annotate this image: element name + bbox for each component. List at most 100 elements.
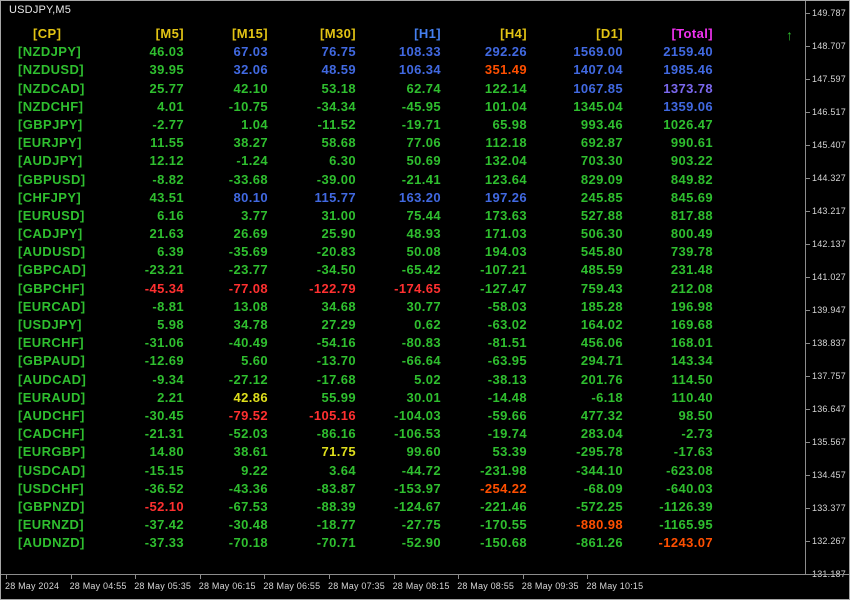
table-row-gbpjpy: [GBPJPY] -2.77 1.04 -11.52 -19.71 65.98 993.46… [11,116,713,134]
cell-m30: -83.87 [316,480,356,496]
time-tick [70,575,72,579]
cell-total: 2159.40 [663,44,713,60]
price-label: 146.517 [812,107,846,117]
cell-total: -17.63 [673,444,713,460]
cell-h4: 292.26 [484,44,527,60]
cell-d1: -880.98 [576,517,623,533]
cell-m15: -40.49 [228,335,268,351]
price-tick [806,46,810,47]
cell-m30: -34.34 [316,98,356,114]
cell-m30: -20.83 [316,244,356,260]
cell-h4: -221.46 [480,498,527,514]
cell-h4: -59.66 [487,407,527,423]
cell-d1: 759.43 [580,280,623,296]
pair-name: [EURAUD] [18,389,86,405]
cell-h1: 30.77 [406,298,441,314]
cell-m30: 71.75 [321,444,356,460]
cell-d1: 245.85 [580,189,623,205]
cell-m15: 34.78 [233,317,268,332]
cell-h4: -150.68 [480,535,527,551]
price-axis[interactable]: 149.787 148.707 147.597 146.517 145.407 144.3… [805,1,849,579]
cell-h1: 5.02 [414,371,441,387]
cell-m15: 38.61 [233,444,268,460]
table-row-audcad: [AUDCAD] -9.34 -27.12 -17.68 5.02 -38.13 201.7… [11,371,713,389]
cell-d1: 692.87 [580,135,623,151]
cell-h1: 48.93 [406,226,441,242]
price-tick [806,541,810,542]
cell-total: 990.61 [670,135,713,151]
cell-d1: 456.06 [580,335,623,351]
cell-total: 143.34 [670,353,713,369]
cell-m5: -52.10 [144,498,184,514]
table-row-eurjpy: [EURJPY] 11.55 38.27 58.68 77.06 112.18 692.87… [11,134,713,152]
pair-name: [GBPUSD] [18,171,86,187]
cell-m15: 26.69 [233,226,268,242]
price-label: 144.327 [812,173,846,183]
cell-h4: 65.98 [492,116,527,132]
cell-total: 1359.06 [663,98,713,114]
price-tick [806,112,810,113]
up-arrow-icon[interactable]: ↑ [786,27,793,43]
cell-h1: 50.69 [406,153,441,169]
cell-h4: -14.48 [487,389,527,405]
table-row-eurnzd: [EURNZD] -37.42 -30.48 -18.77 -27.75 -170.55 -… [11,516,713,534]
time-label: 28 May 08:15 [392,581,450,591]
cell-m15: -27.12 [228,371,268,387]
column-header-m30: [M30] [320,26,356,41]
cell-m30: 76.75 [321,44,356,60]
time-label: 28 May 05:35 [134,581,192,591]
cell-total: -2.73 [681,426,713,442]
cell-m30: 31.00 [321,207,356,223]
price-label: 142.137 [812,239,846,249]
table-row-usdjpy: [USDJPY] 5.98 34.78 27.29 0.62 -63.02 164.02 16… [11,316,713,334]
price-tick [806,310,810,311]
cell-m15: -43.36 [228,480,268,496]
cell-d1: 545.80 [580,244,623,260]
cell-m15: 42.86 [233,389,268,405]
price-tick [806,442,810,443]
column-header-d1: [D1] [596,26,623,41]
price-tick [806,79,810,80]
cell-h4: 197.26 [484,189,527,205]
cell-total: 98.50 [678,407,713,423]
price-label: 148.707 [812,41,846,51]
table-row-nzdchf: [NZDCHF] 4.01 -10.75 -34.34 -45.95 101.04 1345… [11,98,713,116]
time-axis[interactable]: 28 May 2024 28 May 04:55 28 May 05:35 28 Ma… [1,574,849,599]
price-label: 132.267 [812,536,846,546]
price-label: 141.027 [812,272,846,282]
pair-name: [NZDJPY] [18,44,82,60]
cell-m5: -45.34 [144,280,184,296]
pair-name: [EURJPY] [18,135,82,151]
cell-d1: 703.30 [580,153,623,169]
cell-h4: -63.02 [487,317,527,332]
cell-h4: -19.74 [487,426,527,442]
currency-strength-table: [CP] [M5] [M15] [M30] [H1] [H4] [D1] [Total] [N… [11,25,713,552]
cell-h4: -127.47 [480,280,527,296]
pair-name: [AUDUSD] [18,244,86,260]
cell-h1: -44.72 [401,462,441,478]
cell-m15: -70.18 [228,535,268,551]
cell-d1: 283.04 [580,426,623,442]
price-tick [806,508,810,509]
cell-d1: 1407.04 [573,62,623,78]
cell-h1: -80.83 [401,335,441,351]
cell-m5: 2.21 [157,389,184,405]
cell-d1: -861.26 [576,535,623,551]
chart-area[interactable]: USDJPY,M5 [CP] [M5] [M15] [M30] [H1] [H4] [D1]… [1,1,805,574]
time-tick [329,575,330,579]
pair-name: [USDCAD] [18,462,86,478]
cell-m30: 25.90 [321,226,356,242]
cell-h4: -81.51 [487,335,527,351]
cell-h4: 194.03 [484,244,527,260]
cell-total: 168.01 [670,335,713,351]
cell-m15: 9.22 [241,462,268,478]
cell-m15: 1.04 [241,116,268,132]
table-row-gbpaud: [GBPAUD] -12.69 5.60 -13.70 -66.64 -63.95 294.… [11,352,713,370]
pair-name: [AUDCAD] [18,371,87,387]
cell-total: 800.49 [670,226,713,242]
price-label: 149.787 [812,8,846,18]
cell-m15: 80.10 [233,189,268,205]
cell-total: 212.08 [670,280,713,296]
cell-m5: 11.55 [150,135,184,151]
